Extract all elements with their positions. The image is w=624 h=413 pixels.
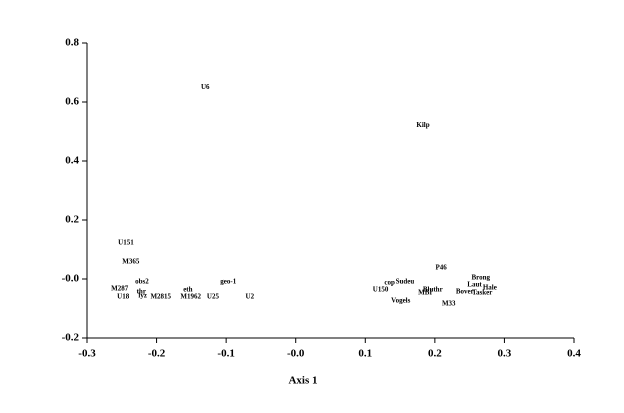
point-label: MBI bbox=[418, 288, 432, 296]
x-axis-label: Axis 1 bbox=[288, 375, 317, 387]
point-label: Kilp bbox=[416, 121, 429, 129]
point-label: M2815 bbox=[150, 293, 171, 301]
point-label: Laut bbox=[467, 281, 482, 289]
point-label: U151 bbox=[118, 239, 134, 247]
point-label: M287 bbox=[111, 285, 129, 293]
x-tick-label: 0.4 bbox=[567, 348, 581, 360]
point-label: Brong bbox=[472, 274, 491, 282]
y-tick-label: -0.2 bbox=[62, 332, 80, 344]
point-label: P46 bbox=[435, 264, 447, 272]
point-label: M365 bbox=[122, 257, 140, 265]
x-tick-label: 0.2 bbox=[428, 348, 442, 360]
x-tick-label: -0.2 bbox=[148, 348, 166, 360]
point-label: U18 bbox=[117, 293, 130, 301]
point-label: lyz bbox=[138, 292, 147, 300]
point-label: Bluthr bbox=[423, 286, 443, 294]
point-label: M1962 bbox=[180, 293, 201, 301]
x-tick-label: 0.3 bbox=[498, 348, 512, 360]
point-label: U6 bbox=[201, 83, 210, 91]
y-tick-label: 0.2 bbox=[65, 214, 79, 226]
point-label: eth bbox=[183, 286, 192, 294]
x-tick-label: -0.1 bbox=[217, 348, 234, 360]
point-label: U150 bbox=[373, 286, 389, 294]
x-tick-label: -0.3 bbox=[78, 348, 96, 360]
point-label: M33 bbox=[442, 300, 456, 308]
y-tick-label: 0.4 bbox=[65, 155, 79, 167]
x-tick-label: 0.1 bbox=[358, 348, 372, 360]
point-label: thr bbox=[137, 288, 146, 296]
x-tick-label: -0.0 bbox=[287, 348, 305, 360]
point-label: cop bbox=[384, 279, 395, 287]
point-label: Vogels bbox=[391, 297, 410, 305]
y-tick-label: 0.8 bbox=[65, 37, 79, 49]
y-tick-label: -0.0 bbox=[62, 273, 80, 285]
point-label: obs2 bbox=[135, 278, 149, 286]
point-label: Hale bbox=[483, 283, 497, 291]
point-label: Tasker bbox=[472, 288, 492, 296]
y-tick-label: 0.6 bbox=[65, 96, 79, 108]
point-label: Sudeu bbox=[396, 278, 415, 286]
point-label: geo-1 bbox=[220, 278, 236, 286]
point-label: U25 bbox=[207, 293, 220, 301]
point-label: U2 bbox=[246, 293, 255, 301]
point-label: Bover bbox=[456, 288, 474, 296]
